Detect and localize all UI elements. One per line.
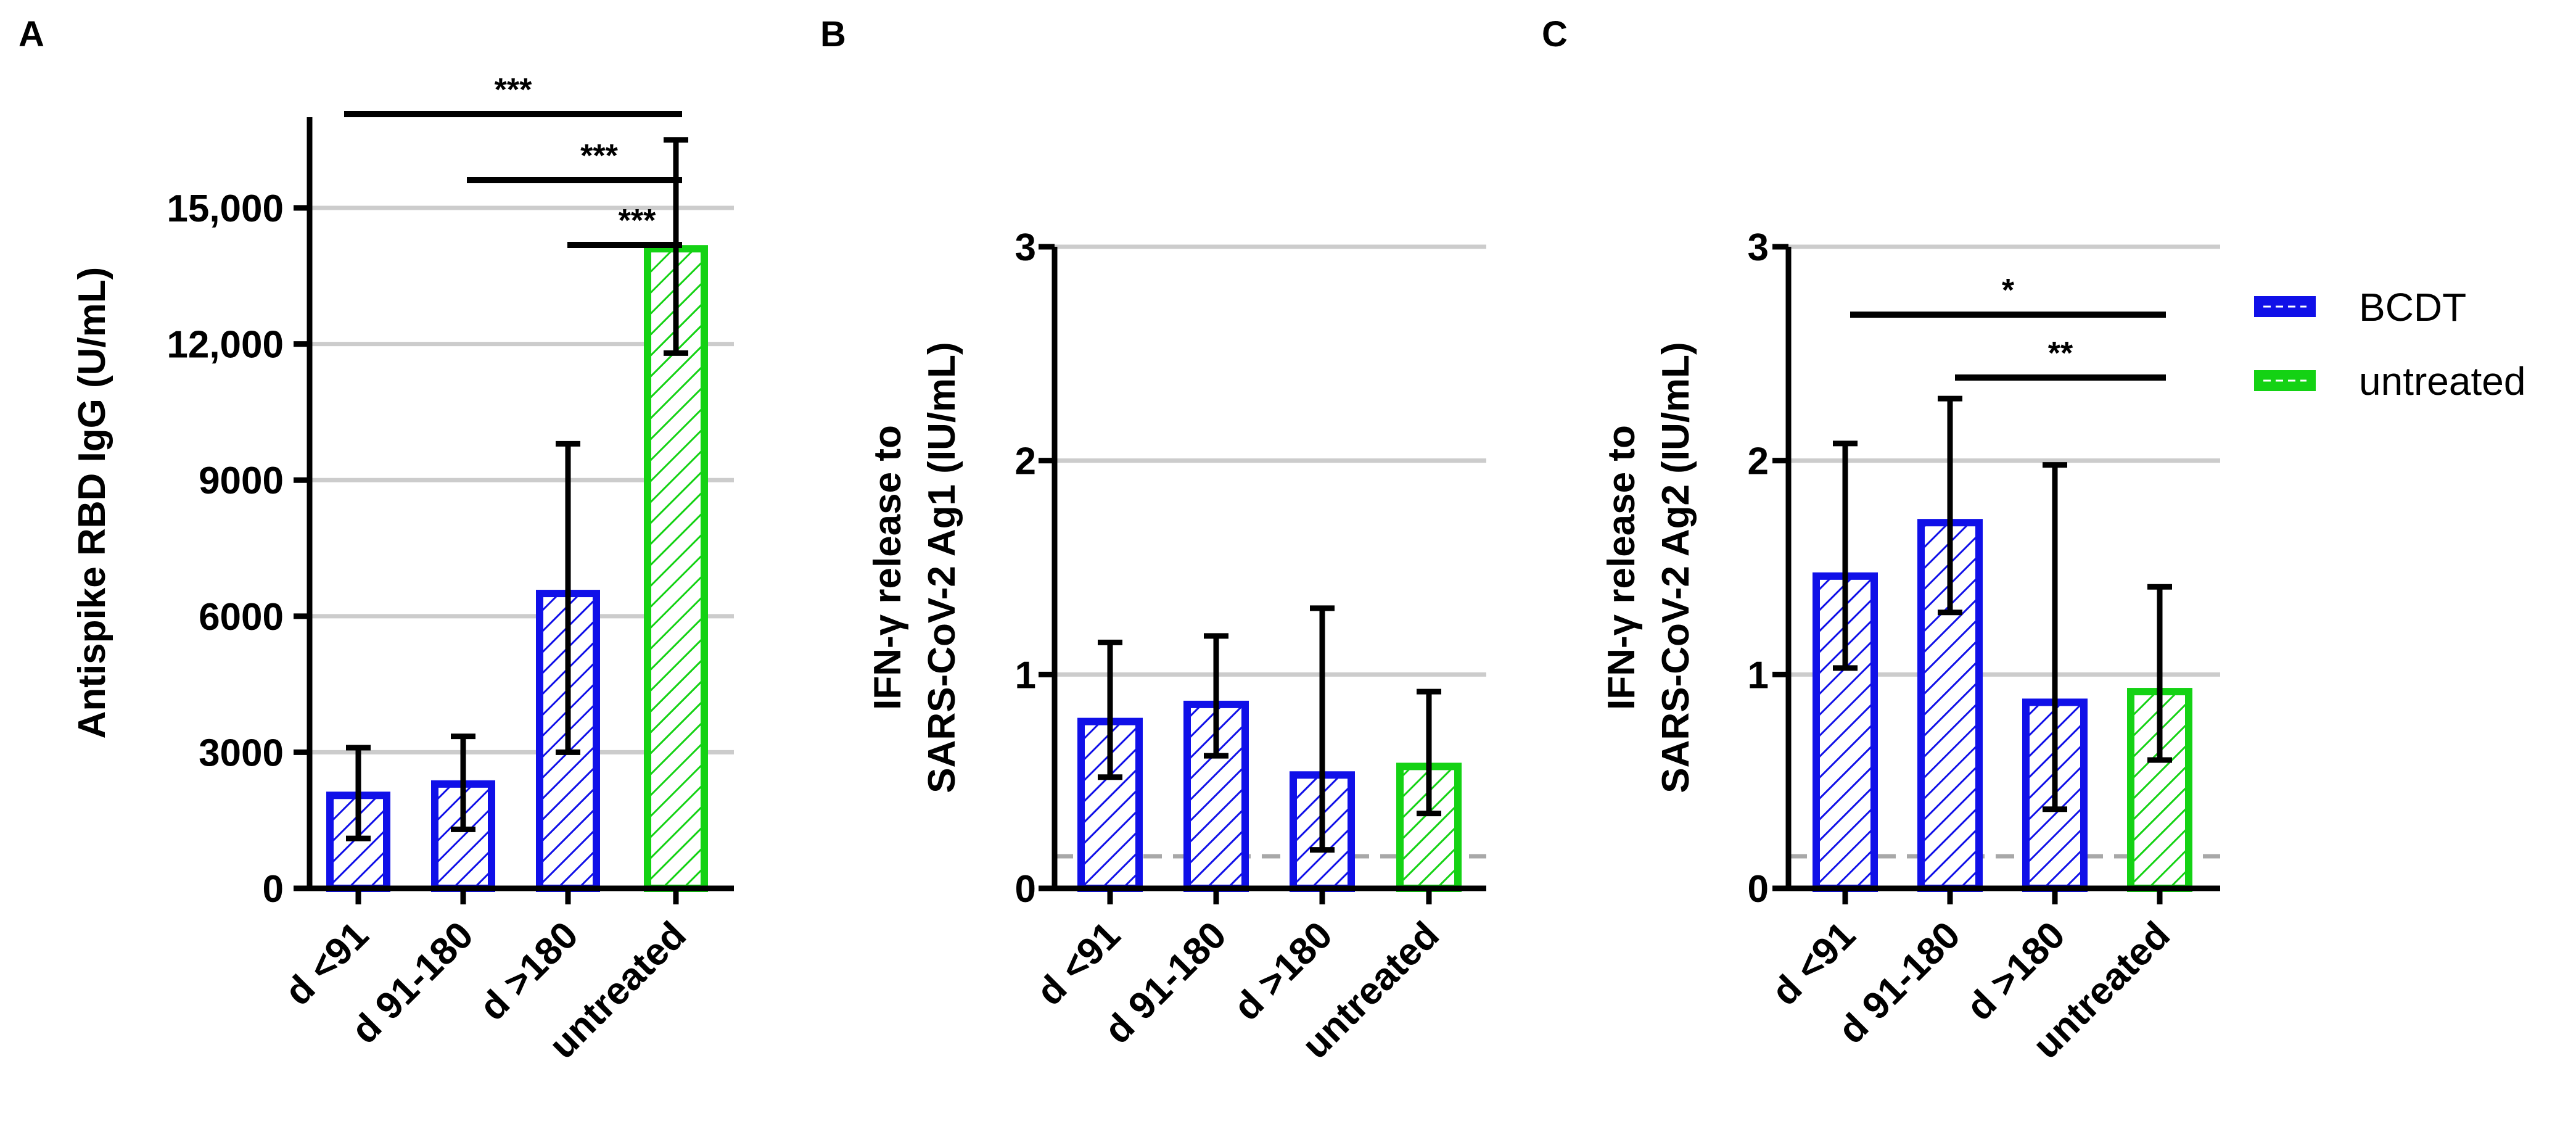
legend-label: BCDT: [2359, 285, 2466, 329]
y-axis-label: IFN-γ release to SARS-CoV-2 Ag1 (IU/mL): [866, 342, 963, 793]
y-axis-label-line: IFN-γ release to: [866, 425, 909, 710]
y-tick-label: 12,000: [167, 324, 284, 366]
significance-label: **: [2048, 336, 2073, 371]
y-tick-label: 1: [1748, 654, 1769, 696]
y-axis-label-line: IFN-γ release to: [1600, 425, 1643, 710]
y-axis-label-line: SARS-CoV-2 Ag2 (IU/mL): [1655, 342, 1697, 793]
y-axis-label: IFN-γ release to SARS-CoV-2 Ag2 (IU/mL): [1600, 342, 1697, 793]
y-tick-label: 3000: [199, 732, 284, 774]
y-tick-label: 15,000: [167, 188, 284, 230]
y-tick-label: 9000: [199, 460, 284, 502]
legend-item-untreated: untreated: [2254, 359, 2525, 403]
legend: BCDT untreated: [2254, 285, 2525, 403]
x-tick-label: d <91: [1029, 914, 1129, 1014]
y-tick-label: 2: [1748, 440, 1769, 483]
y-axis-label-line: SARS-CoV-2 Ag1 (IU/mL): [921, 342, 963, 793]
y-tick-label: 0: [1015, 868, 1036, 911]
y-tick-label: 3: [1015, 226, 1036, 269]
y-tick-label: 6000: [199, 596, 284, 638]
significance-label: ***: [580, 138, 618, 174]
y-tick-label: 1: [1015, 654, 1036, 696]
significance-label: *: [2002, 273, 2015, 308]
legend-item-bcdt: BCDT: [2254, 285, 2466, 329]
x-tick-label: d <91: [277, 914, 377, 1014]
significance-label: ***: [619, 203, 656, 239]
panel-letter: A: [19, 14, 44, 54]
x-tick-label: d <91: [1764, 914, 1864, 1014]
panel-letter: B: [820, 14, 846, 54]
panel-letter: C: [1542, 14, 1568, 54]
y-tick-label: 0: [1748, 868, 1769, 911]
y-tick-label: 0: [263, 868, 284, 911]
y-axis-label: Antispike RBD IgG (U/mL): [71, 267, 113, 739]
y-tick-label: 3: [1748, 226, 1769, 269]
significance-label: ***: [495, 72, 532, 108]
legend-label: untreated: [2359, 359, 2525, 403]
y-tick-label: 2: [1015, 440, 1036, 483]
y-axis-label-line: Antispike RBD IgG (U/mL): [71, 267, 113, 739]
